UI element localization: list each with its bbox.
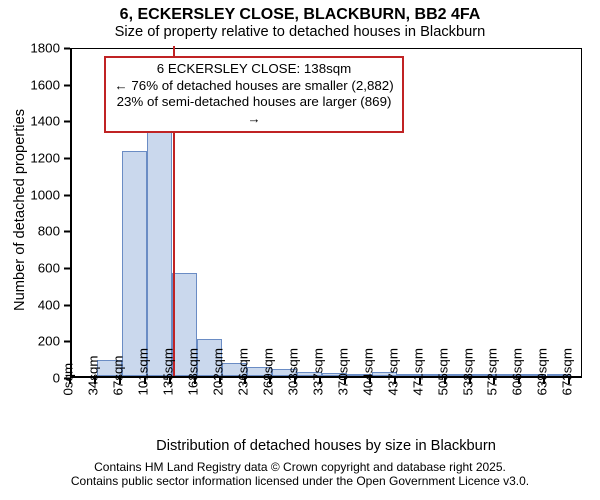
annotation-line-2: ← 76% of detached houses are smaller (2,… [114,78,394,95]
y-tick [64,48,70,50]
y-tick [64,121,70,123]
histogram-bar [122,151,147,377]
y-tick [64,231,70,233]
y-tick [64,158,70,160]
y-tick-label: 1400 [30,114,60,129]
y-tick [64,194,70,196]
x-axis-label: Distribution of detached houses by size … [70,438,582,454]
y-tick [64,304,70,306]
annotation-line-3: 23% of semi-detached houses are larger (… [114,94,394,127]
footer-line-2: Contains public sector information licen… [0,474,600,488]
chart-subtitle: Size of property relative to detached ho… [0,24,600,40]
y-tick-label: 200 [38,334,60,349]
chart-title: 6, ECKERSLEY CLOSE, BLACKBURN, BB2 4FA [0,6,600,24]
y-tick-label: 1200 [30,151,60,166]
footer-line-1: Contains HM Land Registry data © Crown c… [0,460,600,474]
y-tick [64,84,70,86]
y-tick [64,341,70,343]
y-tick-label: 400 [38,297,60,312]
y-tick [64,268,70,270]
y-tick-label: 800 [38,224,60,239]
chart-footer: Contains HM Land Registry data © Crown c… [0,460,600,489]
y-tick-label: 1800 [30,41,60,56]
y-axis-label: Number of detached properties [12,111,28,311]
annotation-box: 6 ECKERSLEY CLOSE: 138sqm ← 76% of detac… [104,56,404,133]
histogram-bar [147,101,172,376]
y-tick-label: 0 [53,371,60,386]
y-tick-label: 600 [38,261,60,276]
y-tick-label: 1600 [30,77,60,92]
annotation-line-1: 6 ECKERSLEY CLOSE: 138sqm [114,61,394,78]
y-tick-label: 1000 [30,187,60,202]
chart-container: 6, ECKERSLEY CLOSE, BLACKBURN, BB2 4FA S… [0,0,600,500]
